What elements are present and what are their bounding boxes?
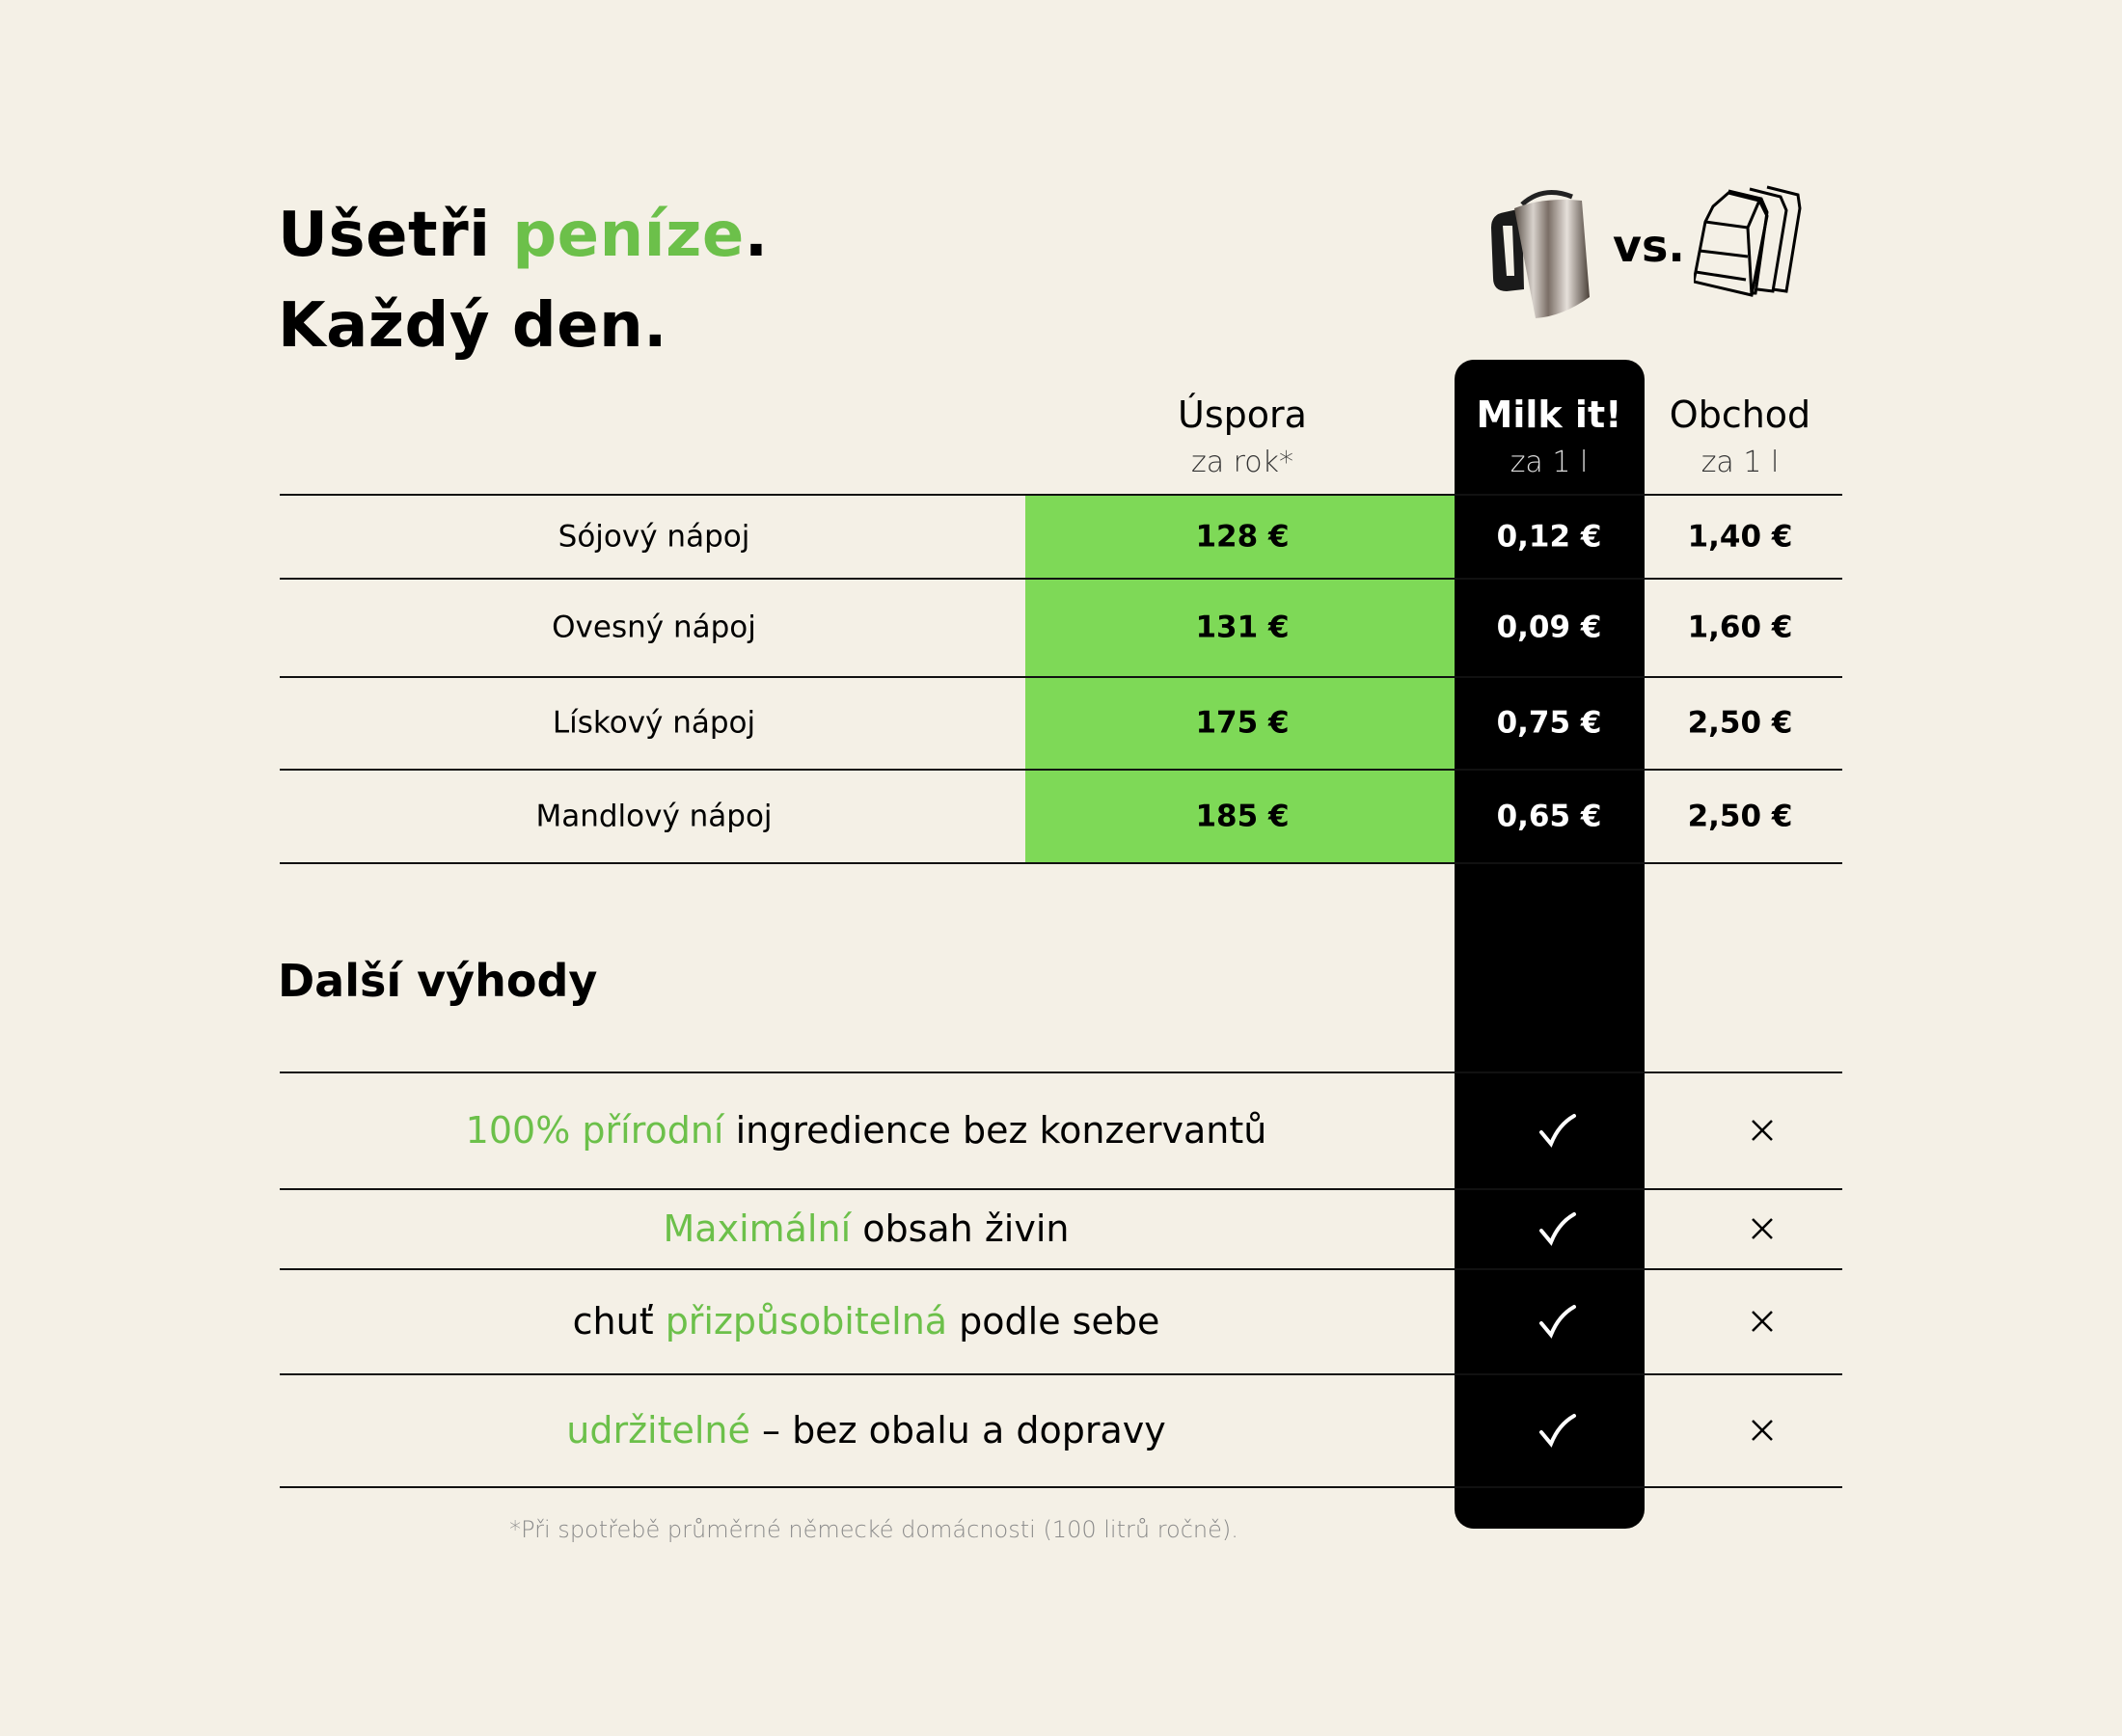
- column-title: Obchod: [1669, 393, 1811, 436]
- headline-prefix: Ušetři: [278, 200, 513, 271]
- column-title: Milk it!: [1476, 393, 1622, 436]
- headline-suffix: .: [744, 200, 769, 271]
- row-label: Mandlový nápoj: [535, 799, 773, 833]
- table-divider: [280, 862, 1842, 864]
- check-icon: [1539, 1211, 1576, 1246]
- column-subtitle: za 1 l: [1700, 446, 1780, 479]
- milkit-price: 0,65 €: [1496, 799, 1602, 833]
- table-divider: [280, 578, 1842, 580]
- store-price: 2,50 €: [1687, 799, 1793, 833]
- saving-cell-bg: [1025, 771, 1455, 862]
- benefit-highlight: přizpůsobitelná: [665, 1299, 948, 1343]
- headline-line1: Ušetři peníze.: [278, 204, 769, 266]
- saving-cell-bg: [1025, 678, 1455, 769]
- milkit-price: 0,09 €: [1496, 610, 1602, 645]
- column-header-saving: Úspora za rok*: [1127, 396, 1358, 477]
- table-divider: [280, 676, 1842, 678]
- store-price: 2,50 €: [1687, 705, 1793, 741]
- benefit-text: udržitelné – bez obalu a dopravy: [287, 1412, 1445, 1449]
- cross-icon: [1752, 1119, 1773, 1141]
- check-icon: [1539, 1413, 1576, 1448]
- benefit-highlight: 100% přírodní: [465, 1108, 724, 1152]
- benefit-pre: chuť: [572, 1299, 666, 1343]
- table-divider: [280, 769, 1842, 771]
- benefit-divider: [280, 1071, 1842, 1073]
- saving-value: 131 €: [1195, 610, 1290, 645]
- column-header-milkit: Milk it! za 1 l: [1433, 396, 1665, 477]
- benefit-highlight: udržitelné: [566, 1408, 750, 1451]
- benefit-text: chuť přizpůsobitelná podle sebe: [287, 1303, 1445, 1340]
- headline-highlight: peníze: [512, 200, 745, 271]
- store-price: 1,60 €: [1687, 610, 1793, 645]
- benefit-post: ingredience bez konzervantů: [723, 1108, 1267, 1152]
- saving-value: 175 €: [1195, 705, 1290, 741]
- benefit-divider: [280, 1486, 1842, 1488]
- benefit-post: obsah živin: [851, 1207, 1070, 1250]
- row-label: Ovesný nápoj: [552, 610, 756, 645]
- benefits-title: Další výhody: [278, 955, 598, 1007]
- milkit-price: 0,12 €: [1496, 519, 1602, 554]
- vs-label: vs.: [1613, 220, 1685, 272]
- benefit-divider: [280, 1268, 1842, 1270]
- benefit-divider: [280, 1188, 1842, 1190]
- benefit-post: – bez obalu a dopravy: [749, 1408, 1166, 1451]
- benefit-post: podle sebe: [947, 1299, 1160, 1343]
- check-icon: [1539, 1304, 1576, 1339]
- benefit-highlight: Maximální: [663, 1207, 852, 1250]
- column-header-store: Obchod za 1 l: [1624, 396, 1856, 477]
- column-title: Úspora: [1178, 393, 1307, 436]
- benefit-divider: [280, 1373, 1842, 1375]
- saving-cell-bg: [1025, 580, 1455, 676]
- footnote: *Při spotřebě průměrné německé domácnost…: [509, 1516, 1238, 1543]
- cross-icon: [1752, 1217, 1773, 1239]
- benefit-text: 100% přírodní ingredience bez konzervant…: [287, 1112, 1445, 1149]
- table-divider: [280, 494, 1842, 496]
- store-price: 1,40 €: [1687, 519, 1793, 554]
- benefit-text: Maximální obsah živin: [287, 1210, 1445, 1247]
- column-subtitle: za rok*: [1190, 446, 1294, 479]
- cross-icon: [1752, 1310, 1773, 1332]
- headline-line2: Každý den.: [278, 290, 667, 362]
- row-label: Lískový nápoj: [552, 705, 756, 741]
- milkit-price: 0,75 €: [1496, 705, 1602, 741]
- soy-milk-maker-icon: [1491, 190, 1590, 318]
- saving-value: 185 €: [1195, 799, 1290, 833]
- milk-cartons-icon: [1694, 185, 1802, 297]
- cross-icon: [1752, 1419, 1773, 1441]
- row-label: Sójový nápoj: [558, 519, 750, 554]
- saving-cell-bg: [1025, 496, 1455, 578]
- saving-value: 128 €: [1195, 519, 1290, 554]
- column-subtitle: za 1 l: [1510, 446, 1589, 479]
- check-icon: [1539, 1113, 1576, 1148]
